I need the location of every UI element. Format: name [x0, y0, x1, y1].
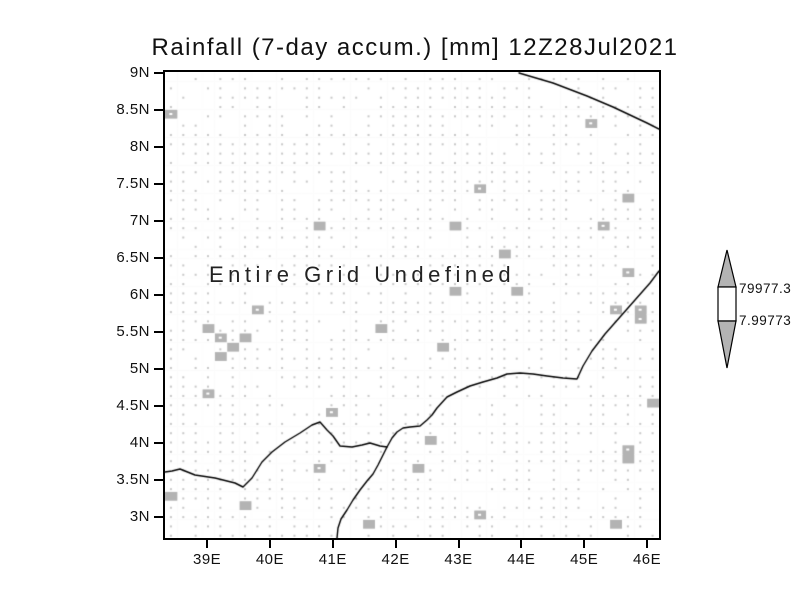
- chart-title: Rainfall (7-day accum.) [mm] 12Z28Jul202…: [151, 34, 679, 61]
- colorbar-upper-arrow: [717, 249, 737, 288]
- y-axis-tick: [154, 368, 163, 371]
- colorbar-min-label: 7.99773: [739, 313, 792, 328]
- y-tick-label: 3.5N: [116, 471, 150, 489]
- y-tick-label: 5.5N: [116, 323, 150, 341]
- y-tick-label: 4.5N: [116, 397, 150, 415]
- y-tick-label: 6.5N: [116, 248, 150, 266]
- y-tick-label: 5N: [129, 360, 150, 378]
- x-axis-tick: [457, 540, 460, 548]
- x-axis-tick: [206, 540, 209, 548]
- x-tick-label: 42E: [381, 551, 410, 568]
- y-axis-tick: [154, 442, 163, 445]
- y-axis-tick: [154, 293, 163, 296]
- map-plot-area: Entire Grid Undefined: [163, 70, 661, 540]
- y-axis-tick: [154, 108, 163, 111]
- y-axis-tick: [154, 331, 163, 334]
- x-axis-tick: [268, 540, 271, 548]
- y-tick-label: 8.5N: [116, 100, 150, 118]
- x-tick-label: 46E: [632, 551, 662, 568]
- y-axis-tick: [154, 479, 163, 482]
- x-tick-label: 43E: [444, 551, 473, 568]
- y-axis-tick: [154, 405, 163, 408]
- x-tick-label: 41E: [318, 551, 347, 568]
- x-axis-tick: [331, 540, 334, 548]
- colorbar-white-band: [717, 286, 737, 322]
- colorbar: [717, 249, 737, 369]
- y-tick-label: 7.5N: [116, 174, 150, 192]
- y-axis-tick: [154, 182, 163, 185]
- colorbar-max-label: 79977.3: [739, 281, 792, 296]
- x-axis-tick: [583, 540, 586, 548]
- undefined-grid-annotation: Entire Grid Undefined: [209, 262, 516, 287]
- y-axis-tick: [154, 219, 163, 222]
- colorbar-lower-arrow: [717, 320, 737, 369]
- x-axis-tick: [646, 540, 649, 548]
- y-tick-label: 8N: [129, 137, 150, 155]
- y-axis-tick: [154, 516, 163, 519]
- map-canvas: [165, 72, 659, 538]
- y-tick-label: 9N: [129, 63, 150, 81]
- x-axis-tick: [520, 540, 523, 548]
- y-axis-tick: [154, 71, 163, 74]
- x-axis-tick: [394, 540, 397, 548]
- y-tick-label: 3N: [129, 508, 150, 526]
- x-tick-label: 44E: [507, 551, 536, 568]
- y-tick-label: 7N: [129, 211, 150, 229]
- y-axis-tick: [154, 145, 163, 148]
- y-tick-label: 4N: [129, 434, 150, 452]
- x-tick-label: 40E: [255, 551, 285, 568]
- y-tick-label: 6N: [129, 285, 150, 303]
- x-tick-label: 39E: [193, 551, 222, 568]
- x-tick-label: 45E: [570, 551, 599, 568]
- y-axis-tick: [154, 256, 163, 259]
